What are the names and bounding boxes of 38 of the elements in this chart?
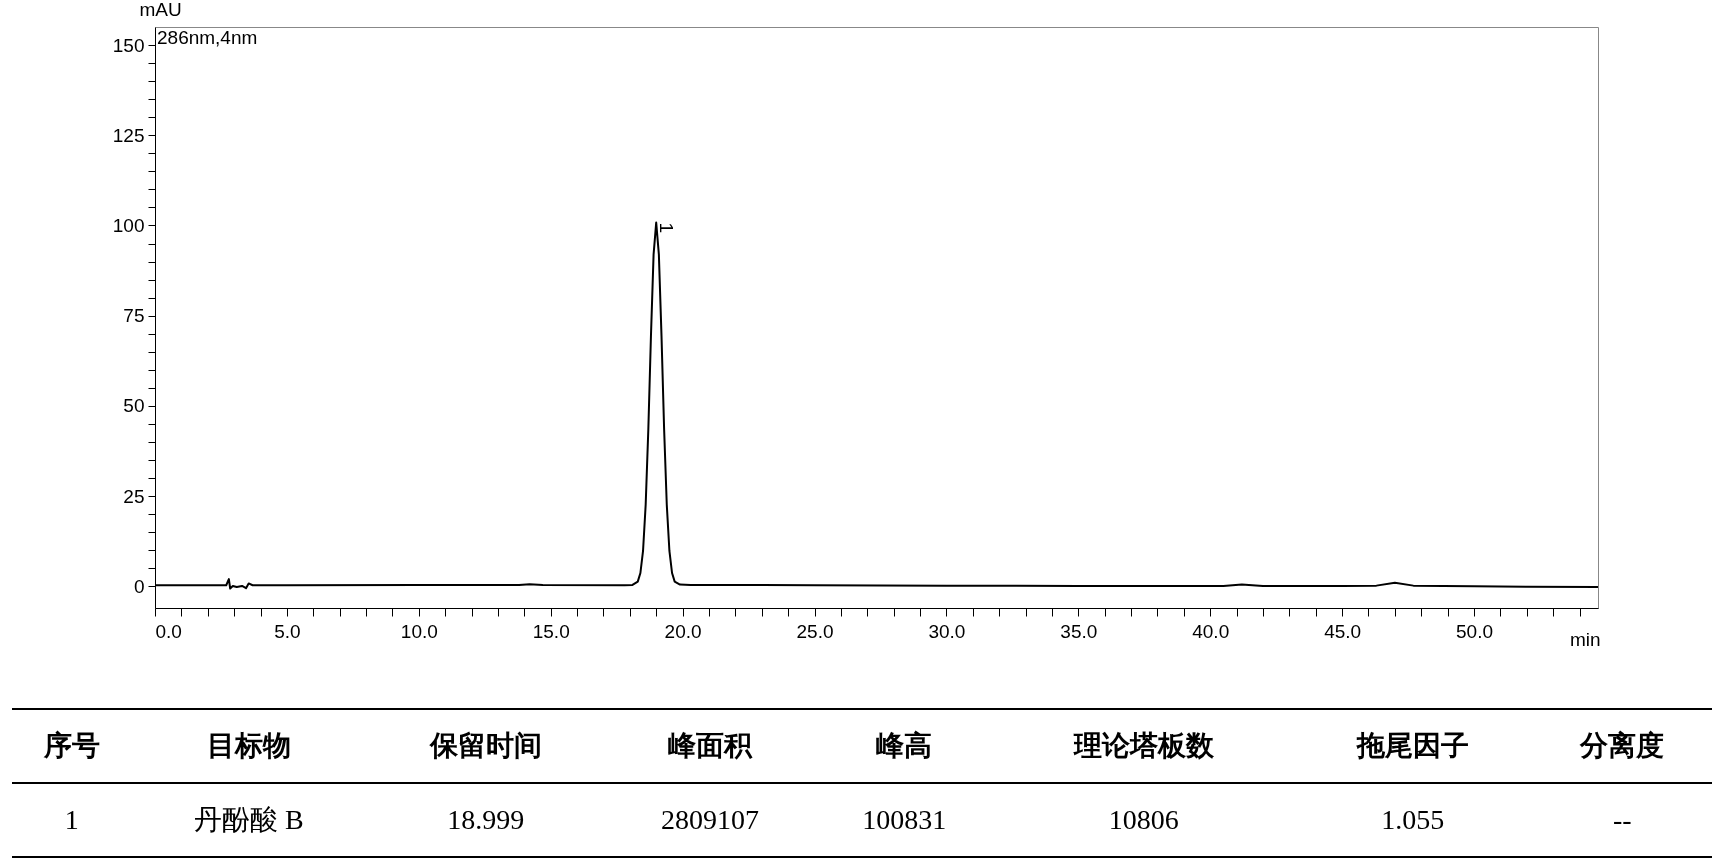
y-tick-label: 125: [112, 124, 145, 146]
y-tick-label: 25: [123, 485, 145, 507]
x-tick-label: 45.0: [1324, 620, 1362, 642]
text: 10806: [994, 783, 1294, 857]
x-tick-label: 30.0: [928, 620, 966, 642]
x-axis-title: min: [1569, 628, 1601, 650]
x-tick-label: 40.0: [1192, 620, 1230, 642]
text: --: [1532, 783, 1712, 857]
x-tick-label: 50.0: [1456, 620, 1494, 642]
text: 18.999: [365, 783, 606, 857]
x-tick-label: 35.0: [1060, 620, 1098, 642]
text: 目标物: [131, 709, 366, 783]
y-tick-label: 150: [112, 34, 145, 56]
text: 100831: [814, 783, 995, 857]
text: 理论塔板数: [994, 709, 1294, 783]
annotation: 286nm,4nm: [157, 27, 258, 48]
x-tick-label: 25.0: [796, 620, 834, 642]
x-tick-label: 0.0: [155, 620, 182, 642]
text: 2809107: [605, 783, 815, 857]
y-tick-label: 50: [123, 395, 145, 417]
text: 丹酚酸 B: [131, 783, 366, 857]
y-axis-title: mAU: [139, 0, 182, 20]
y-tick-label: 0: [133, 575, 145, 597]
x-tick-label: 20.0: [664, 620, 702, 642]
annotation: 1: [656, 222, 678, 234]
x-tick-label: 15.0: [532, 620, 570, 642]
text: 峰面积: [605, 709, 815, 783]
text: 保留时间: [365, 709, 606, 783]
text: 拖尾因子: [1293, 709, 1533, 783]
y-tick-label: 100: [112, 214, 145, 236]
text: 分离度: [1532, 709, 1712, 783]
x-tick-label: 10.0: [400, 620, 438, 642]
y-tick-label: 75: [123, 305, 145, 327]
text: 峰高: [814, 709, 995, 783]
text: 1.055: [1293, 783, 1533, 857]
text: 1: [12, 783, 132, 857]
x-tick-label: 5.0: [274, 620, 301, 642]
text: 序号: [12, 709, 132, 783]
